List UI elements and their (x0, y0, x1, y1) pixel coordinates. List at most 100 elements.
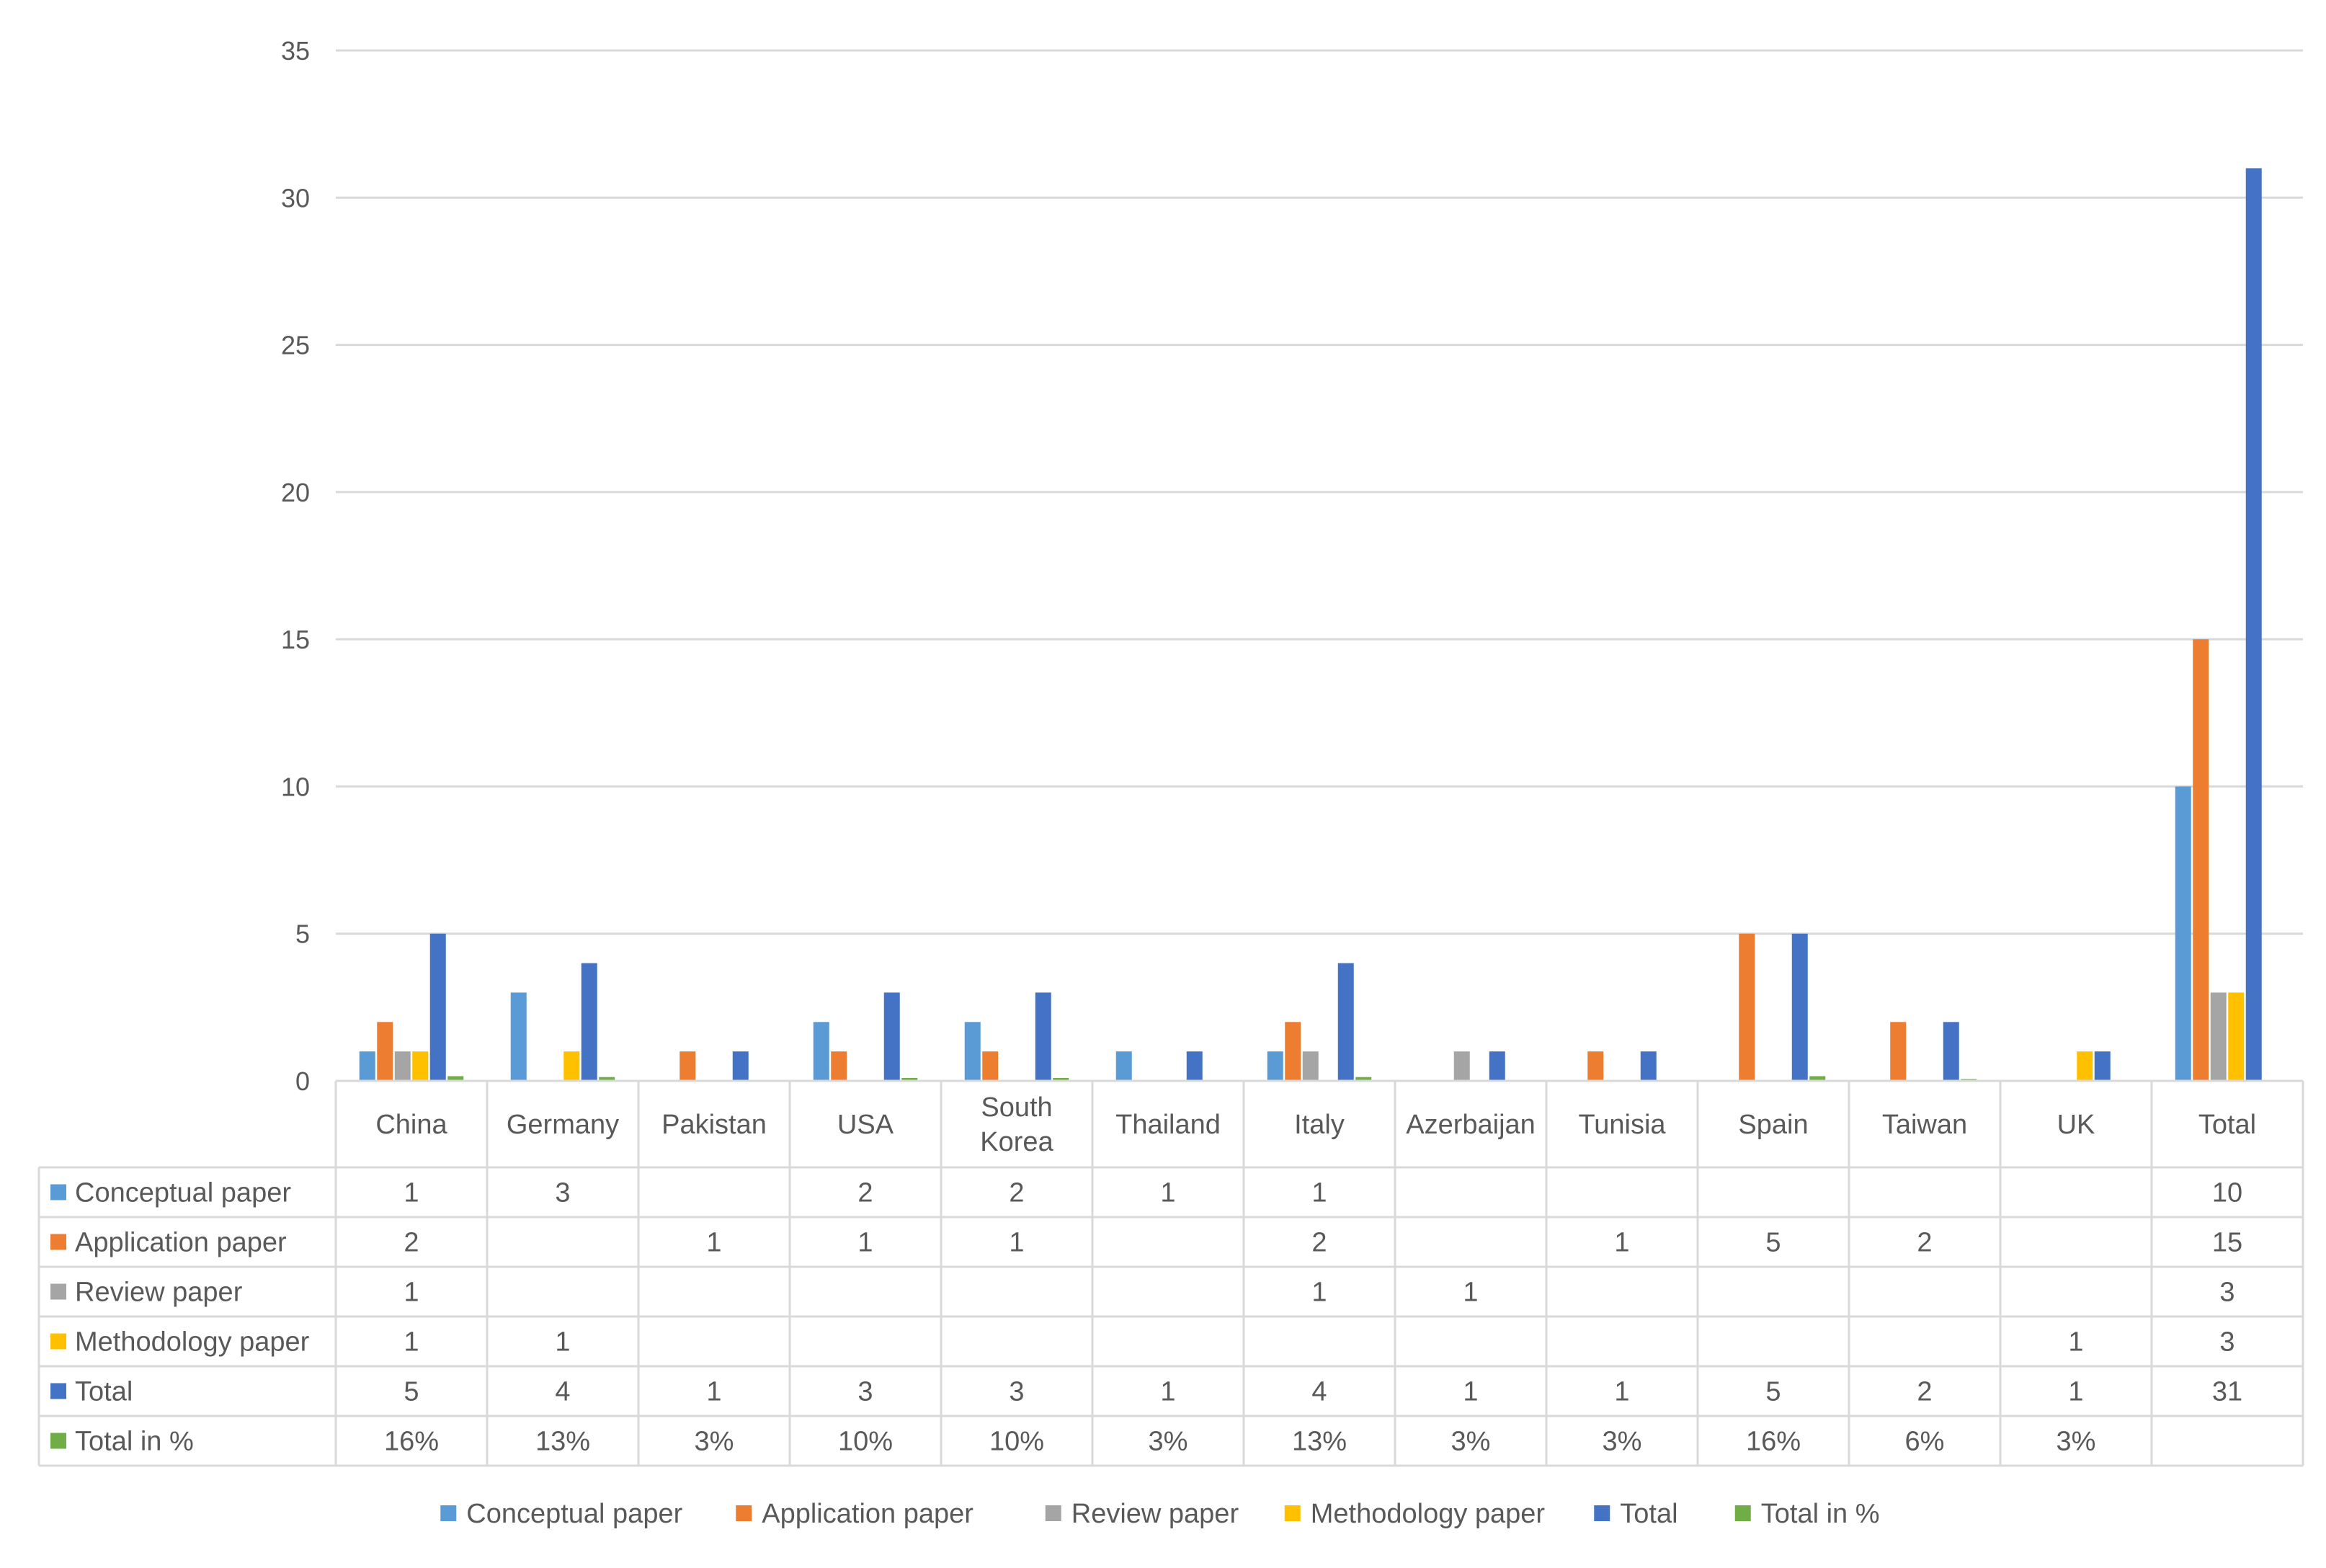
table-cell: 2 (1009, 1178, 1024, 1208)
bar-total-in- (1053, 1077, 1069, 1081)
bar-total (1186, 1051, 1203, 1081)
bar-methodology-paper (2077, 1051, 2093, 1081)
legend-key (1284, 1505, 1301, 1521)
category-label: Italy (1294, 1110, 1345, 1140)
y-tick-label: 20 (281, 478, 310, 507)
table-cell: 6% (1905, 1427, 1945, 1457)
bar-total (2094, 1051, 2111, 1081)
table-cell: 10% (989, 1427, 1044, 1457)
bar-application-paper (679, 1051, 696, 1081)
row-label: Review paper (75, 1278, 243, 1308)
bar-total (1337, 963, 1354, 1081)
y-tick-label: 35 (281, 36, 310, 66)
row-legend-key (50, 1383, 66, 1399)
bar-application-paper (1739, 933, 1755, 1081)
y-tick-label: 30 (281, 183, 310, 213)
legend-label: Total in % (1761, 1499, 1880, 1529)
bar-total (1640, 1051, 1657, 1081)
table-cell: 10% (838, 1427, 893, 1457)
bar-review-paper (394, 1051, 411, 1081)
legend-key (736, 1505, 752, 1521)
bar-methodology-paper (2228, 992, 2245, 1081)
bar-conceptual-paper (1267, 1051, 1283, 1081)
table-cell: 2 (1917, 1377, 1932, 1407)
table-cell: 3 (2219, 1278, 2234, 1308)
gridlines: 0 5 10 15 20 25 30 35 (281, 36, 2303, 1096)
bar-total (429, 933, 446, 1081)
bar-total (2245, 168, 2262, 1081)
table-cell: 15 (2212, 1228, 2242, 1258)
bar-total (581, 963, 597, 1081)
bar-review-paper (1453, 1051, 1470, 1081)
table-cell: 1 (404, 1178, 419, 1208)
table-cell: 1 (555, 1327, 570, 1358)
bar-total-in- (447, 1076, 464, 1081)
bar-conceptual-paper (964, 1022, 981, 1081)
legend-item: Application paper (736, 1499, 973, 1529)
table-cell: 1 (404, 1278, 419, 1308)
row-label: Methodology paper (75, 1327, 310, 1358)
table-cell: 1 (1160, 1178, 1175, 1208)
table-cell: 3% (1149, 1427, 1188, 1457)
category-label: Pakistan (661, 1110, 767, 1140)
table-cell: 3 (857, 1377, 873, 1407)
category-label: USA (837, 1110, 894, 1140)
table-cell: 1 (1311, 1178, 1327, 1208)
y-tick-label: 0 (295, 1066, 310, 1096)
table-cell: 3% (1603, 1427, 1642, 1457)
table-cell: 4 (555, 1377, 570, 1407)
table-cell: 1 (1009, 1228, 1024, 1258)
legend-key (1734, 1505, 1751, 1521)
table-cell: 1 (2068, 1377, 2083, 1407)
table-cell: 3 (2219, 1327, 2234, 1358)
data-table: China Germany Pakistan USA South Korea Thailan… (37, 1079, 2304, 1467)
bar-application-paper (1890, 1022, 1907, 1081)
y-tick-label: 15 (281, 625, 310, 654)
legend-label: Total (1620, 1499, 1677, 1529)
table-cell: 1 (1311, 1278, 1327, 1308)
table-cell: 1 (1463, 1377, 1478, 1407)
bar-conceptual-paper (2175, 786, 2191, 1081)
bar-total-in- (599, 1077, 615, 1081)
bar-application-paper (1285, 1022, 1301, 1081)
table-cell: 5 (404, 1377, 419, 1407)
y-tick-label: 10 (281, 772, 310, 801)
bar-application-paper (831, 1051, 847, 1081)
legend-label: Application paper (762, 1499, 973, 1529)
bar-total-in- (1809, 1076, 1826, 1081)
table-cell: 5 (1765, 1377, 1781, 1407)
category-label: Thailand (1115, 1110, 1221, 1140)
table-cell: 13% (535, 1427, 590, 1457)
bar-conceptual-paper (1115, 1051, 1132, 1081)
table-cell: 16% (384, 1427, 439, 1457)
row-legend-key (50, 1283, 66, 1300)
table-cell: 1 (1614, 1377, 1629, 1407)
table-cell: 3% (1451, 1427, 1491, 1457)
table-cell: 1 (2068, 1327, 2083, 1358)
table-cell: 10 (2212, 1178, 2242, 1208)
row-legend-key (50, 1184, 66, 1200)
category-label: Korea (980, 1127, 1053, 1157)
row-legend-key (50, 1333, 66, 1350)
row-label: Conceptual paper (75, 1178, 291, 1208)
legend-item: Conceptual paper (440, 1499, 683, 1529)
bar-application-paper (982, 1051, 999, 1081)
bar-total (1489, 1051, 1505, 1081)
legend-label: Review paper (1071, 1499, 1239, 1529)
legend-label: Methodology paper (1311, 1499, 1546, 1529)
table-cell: 31 (2212, 1377, 2242, 1407)
table-cell: 1 (857, 1228, 873, 1258)
category-label: Germany (507, 1110, 619, 1140)
bar-application-paper (377, 1022, 393, 1081)
legend-item: Review paper (1045, 1499, 1239, 1529)
legend-item: Total in % (1734, 1499, 1880, 1529)
row-legend-key (50, 1234, 66, 1250)
bar-total-in- (901, 1077, 918, 1081)
bar-application-paper (1587, 1051, 1604, 1081)
category-label: Taiwan (1882, 1110, 1967, 1140)
legend-item: Methodology paper (1284, 1499, 1546, 1529)
legend-key (440, 1505, 457, 1521)
bar-conceptual-paper (813, 1022, 829, 1081)
table-cell: 2 (1311, 1228, 1327, 1258)
bar-total (732, 1051, 749, 1081)
